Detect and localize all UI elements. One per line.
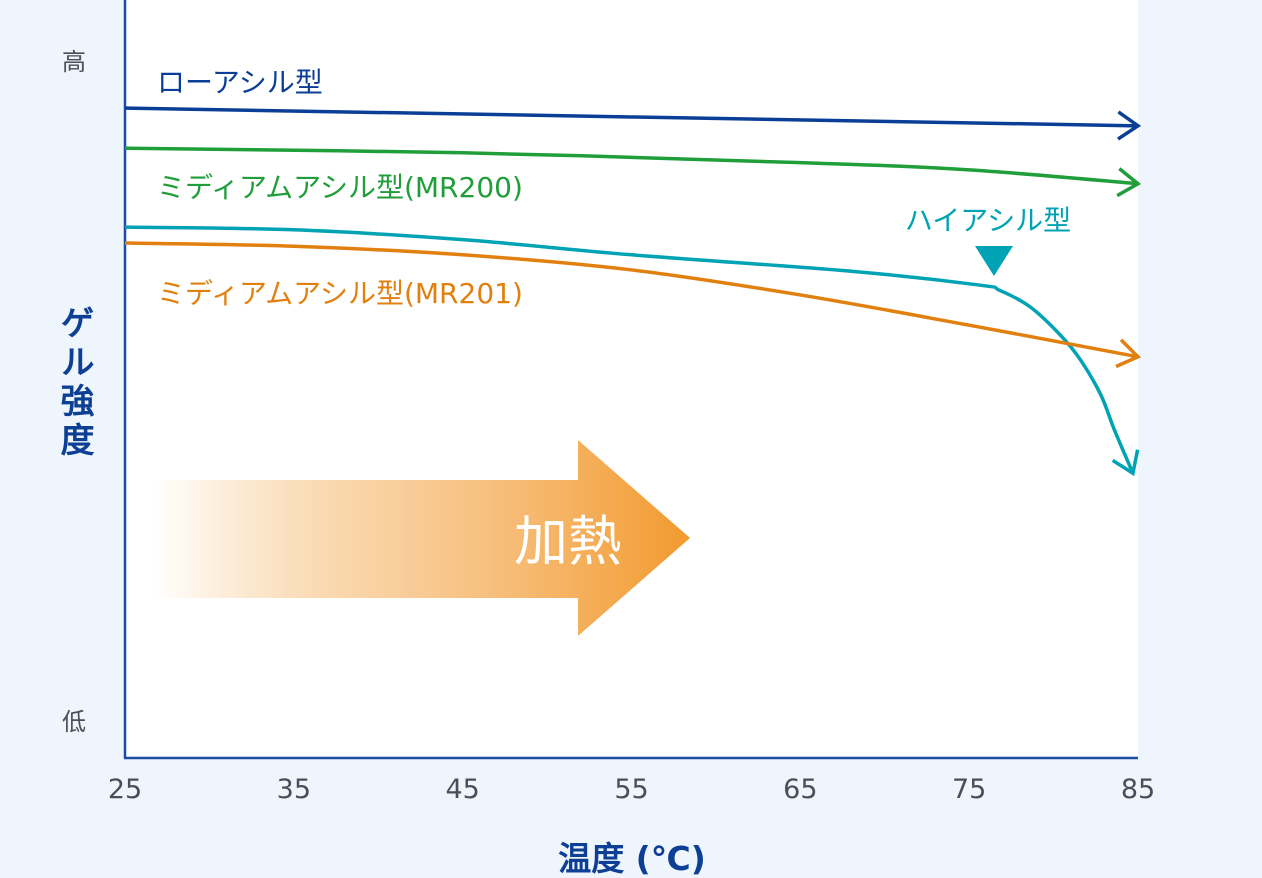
series-label-mr200: ミディアムアシル型(MR200) <box>157 171 523 204</box>
series-line <box>124 241 1139 359</box>
high-acyl-marker-triangle <box>975 246 1013 276</box>
x-axis-title: 温度 (℃) <box>558 839 706 878</box>
series-line <box>124 106 1139 128</box>
heating-label: 加熱 <box>514 510 622 573</box>
x-tick-label: 65 <box>783 774 817 805</box>
x-tick-label: 45 <box>445 774 479 805</box>
x-tick-label: 35 <box>277 774 311 805</box>
x-tick-label: 75 <box>952 774 986 805</box>
series-line <box>124 146 1139 186</box>
series-arrowhead <box>1111 449 1140 477</box>
y-label-low: 低 <box>62 708 86 736</box>
y-label-high: 高 <box>62 48 86 76</box>
x-tick-label: 25 <box>108 774 142 805</box>
series-arrowhead <box>1116 167 1142 198</box>
plot-area <box>125 0 1138 758</box>
series-label-mr201: ミディアムアシル型(MR201) <box>157 277 523 310</box>
x-tick-label: 85 <box>1121 774 1155 805</box>
series-arrowhead <box>1116 110 1142 141</box>
heating-arrow <box>155 440 690 636</box>
series-arrowhead <box>1115 338 1142 369</box>
y-axis-title: ゲル強度 <box>54 305 94 461</box>
series-label-low-acyl: ローアシル型 <box>157 66 323 99</box>
x-tick-label: 55 <box>614 774 648 805</box>
high-acyl-annotation: ハイアシル型 <box>905 204 1071 237</box>
series-line <box>124 225 1135 474</box>
